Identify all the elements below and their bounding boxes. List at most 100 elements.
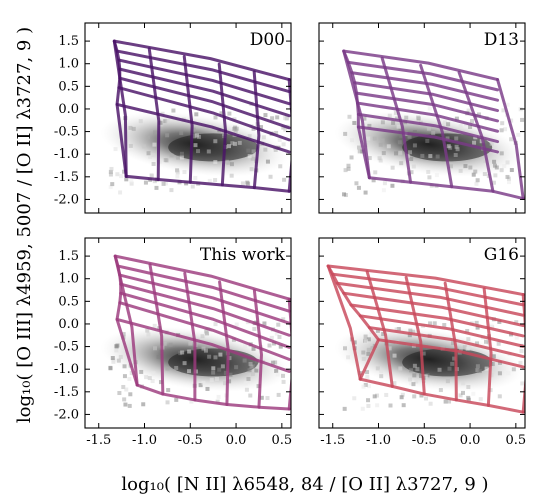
density-pixel [386, 144, 391, 149]
density-pixel [454, 116, 459, 121]
density-pixel [127, 403, 132, 408]
density-pixel [108, 169, 113, 174]
density-pixel [373, 170, 378, 175]
density-pixel [398, 366, 403, 371]
y-axis-label: log₁₀( [O III] λ4959, 5007 / [O II] λ372… [14, 27, 35, 423]
density-pixel [443, 120, 448, 125]
density-pixel [473, 169, 478, 174]
density-pixel [372, 136, 377, 141]
density-pixel [162, 341, 167, 346]
density-pixel [176, 155, 181, 160]
density-pixel [415, 367, 420, 372]
density-pixel [128, 143, 133, 148]
density-pixel [218, 352, 223, 357]
density-pixel [427, 175, 432, 180]
density-pixel [226, 160, 231, 165]
density-pixel [361, 356, 366, 361]
density-pixel [243, 381, 248, 386]
density-pixel [150, 379, 155, 384]
grid-line [115, 317, 291, 373]
grid-line [183, 271, 197, 402]
density-pixel [509, 118, 514, 123]
density-pixel [229, 173, 234, 178]
y-tick-label: -0.5 [54, 340, 79, 355]
density-pixel [175, 170, 180, 175]
density-pixel [434, 173, 439, 178]
density-pixel [227, 379, 232, 384]
y-tick-label: -2.0 [54, 192, 79, 207]
density-pixel [426, 126, 431, 131]
grid-line [119, 291, 291, 349]
x-tick-label: 0.5 [272, 433, 293, 448]
density-pixel [201, 346, 206, 351]
density-pixel [489, 373, 494, 378]
density-pixel [262, 321, 267, 326]
density-pixel [121, 384, 126, 389]
density-pixel [179, 131, 184, 136]
density-pixel [506, 180, 511, 185]
density-pixel [259, 395, 264, 400]
density-pixel [365, 370, 370, 375]
density-pixel [366, 398, 371, 403]
density-pixel [152, 346, 157, 351]
density-pixel [139, 369, 144, 374]
density-pixel [122, 374, 127, 379]
density-pixel [379, 374, 384, 379]
density-pixel [465, 328, 470, 333]
grid-line [217, 62, 228, 187]
grid-line [115, 49, 291, 94]
density-pixel [149, 174, 154, 179]
density-pixel [404, 115, 409, 120]
density-pixel [246, 181, 251, 186]
density-pixel [502, 163, 507, 168]
density-pixel [209, 377, 214, 382]
density-pixel [431, 131, 436, 136]
density-pixel [375, 328, 380, 333]
grid-line [353, 81, 500, 113]
density-pixel [419, 373, 424, 378]
density-pixel [118, 354, 123, 359]
density-pixel [520, 117, 525, 122]
density-pixel [458, 346, 463, 351]
density-pixel [514, 320, 519, 325]
density-pixel [352, 120, 357, 125]
density-pixel [188, 341, 193, 346]
density-pixel [378, 142, 383, 147]
panel-title: D13 [484, 30, 519, 50]
density-pixel [141, 402, 146, 407]
density-pixel [447, 366, 452, 371]
grid-line [358, 314, 525, 348]
panel-g16: -1.5 -1.0 -0.5 0.0 0.5 G16 [318, 237, 526, 448]
density-pixel [263, 113, 268, 118]
density-pixel [129, 371, 134, 376]
density-pixel [416, 115, 421, 120]
density-pixel [427, 106, 432, 111]
density-pixel [198, 383, 203, 388]
density-pixel [169, 188, 174, 193]
density-pixel [108, 184, 113, 189]
density-pixel [360, 406, 365, 411]
density-pixel [269, 335, 274, 340]
density-pixel [442, 323, 447, 328]
density-pixel [483, 339, 488, 344]
density-pixel [482, 172, 487, 177]
density-pixel [165, 133, 170, 138]
panel-this-work: -1.5 -1.0 -0.5 0.0 0.5 1.5 1.0 0.5 0.0 -0.5 -1.0 -1… [54, 237, 293, 448]
grid-line [443, 281, 458, 402]
density-pixel [117, 391, 122, 396]
density-pixel [192, 134, 197, 139]
density-pixel [166, 388, 171, 393]
density-pixel [489, 141, 494, 146]
density-pixel [381, 331, 386, 336]
density-pixel [273, 360, 278, 365]
density-pixel [366, 347, 371, 352]
density-pixel [412, 130, 417, 135]
density-pixel [366, 351, 371, 356]
density-pixel [420, 153, 425, 158]
density-pixel [460, 390, 465, 395]
density-pixel [506, 371, 511, 376]
density-pixel [171, 108, 176, 113]
grid-line [377, 338, 525, 369]
density-pixel [203, 329, 208, 334]
density-pixel [110, 182, 115, 187]
